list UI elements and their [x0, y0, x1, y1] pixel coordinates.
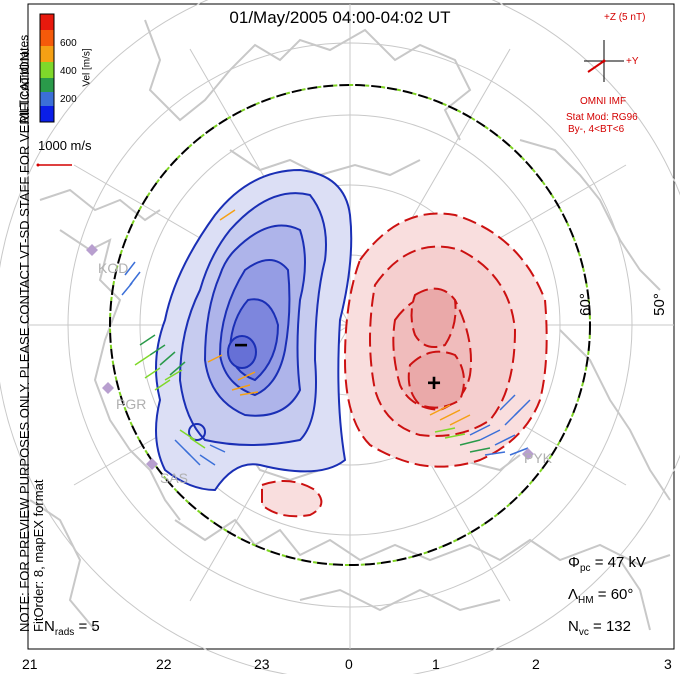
mlt-tick-1: 1 [432, 656, 440, 672]
positive-potential-cell [261, 212, 548, 518]
mlt-tick-21: 21 [22, 656, 38, 672]
map-title: 01/May/2005 04:00-04:02 UT [229, 8, 451, 27]
hm-boundary [109, 84, 591, 566]
scale-vector-label: 1000 m/s [38, 138, 92, 153]
mlt-tick-22: 22 [156, 656, 172, 672]
radar-count-value: 5 [91, 618, 100, 635]
vector-count: Nvc = 132 [568, 618, 631, 638]
cross-polar-potential: Φpc = 47 kV [568, 554, 646, 574]
radar-count: Nrads = 5 [44, 618, 100, 638]
potential-max-marker: + [427, 370, 442, 397]
fit-order-note: FitOrder: 8, mapEX format [31, 479, 46, 632]
hm-latitude: ΛHM = 60° [568, 586, 634, 606]
mlt-tick-3: 3 [664, 656, 672, 672]
station-label-kod: KOD [98, 260, 129, 276]
latitude-label-50: 50° [650, 293, 668, 316]
colorbar-tick-200: 200 [60, 94, 77, 105]
plot-frame [27, 3, 675, 650]
station-label-pyk: PYK [524, 450, 553, 466]
velocity-colorbar [39, 13, 55, 123]
colorbar-tick-600: 600 [60, 38, 77, 49]
negative-potential-cell [155, 168, 353, 492]
station-markers [86, 244, 534, 470]
imf-condition: By-, 4<BT<6 [568, 124, 625, 135]
vector-count-value: 132 [605, 618, 631, 635]
colorbar-label: Vel [m/s] [81, 48, 93, 87]
mlt-tick-2: 2 [532, 656, 540, 672]
stat-model: Stat Mod: RG96 [566, 112, 638, 123]
cross-polar-potential-value: 47 kV [607, 554, 646, 571]
mlt-tick-23: 23 [254, 656, 270, 672]
station-label-pgr: PGR [116, 396, 147, 412]
colorbar-tick-400: 400 [60, 66, 77, 77]
imf-z-label: +Z (5 nT) [604, 12, 646, 23]
latitude-label-60: 60° [576, 293, 594, 316]
imf-source: OMNI IMF [580, 96, 627, 107]
station-label-sas: SAS [160, 470, 189, 486]
imf-dial [584, 40, 624, 82]
coordinate-system-label: MLT coordinates [17, 34, 32, 124]
velocity-vectors [121, 209, 531, 466]
hm-latitude-value: 60° [610, 586, 634, 603]
potential-min-marker: − [234, 332, 249, 359]
mlt-tick-0: 0 [345, 656, 353, 672]
hm-boundary-green [109, 84, 591, 566]
imf-y-label: +Y [626, 56, 639, 67]
